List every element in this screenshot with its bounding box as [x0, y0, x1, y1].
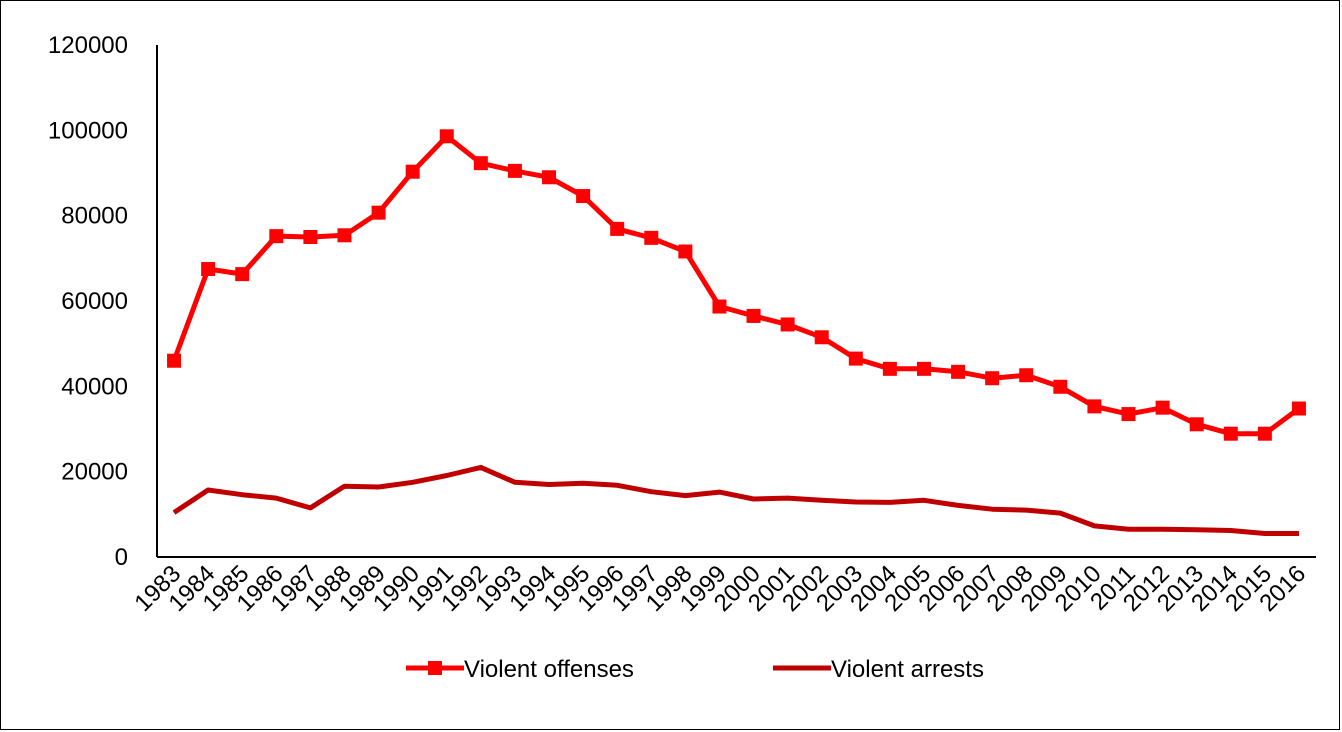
- series-marker: [1189, 417, 1204, 432]
- series-marker: [1291, 401, 1306, 416]
- series-marker: [746, 308, 761, 323]
- y-tick-label: 120000: [48, 32, 128, 59]
- series-line-1: [171, 133, 1301, 437]
- series-marker: [1257, 426, 1272, 441]
- series-marker: [576, 189, 591, 204]
- legend-label: Violent arrests: [831, 656, 984, 683]
- series-marker: [814, 330, 829, 345]
- series-marker: [1019, 368, 1034, 383]
- series-marker: [712, 299, 727, 314]
- y-tick-label: 80000: [61, 203, 128, 230]
- series-marker: [848, 351, 863, 366]
- x-axis: 1983198419851986198719881989199019911992…: [129, 556, 1316, 617]
- series-marker: [235, 267, 250, 282]
- y-tick-label: 100000: [48, 117, 128, 144]
- y-tick-label: 40000: [61, 373, 128, 400]
- series-marker: [985, 371, 1000, 386]
- series-marker: [542, 170, 557, 185]
- series-marker: [610, 221, 625, 236]
- y-tick-label: 60000: [61, 288, 128, 315]
- series-marker: [644, 230, 659, 245]
- series-marker: [1087, 399, 1102, 414]
- y-axis: 0 20000 40000 60000 80000 100000 120000: [48, 32, 158, 571]
- series-marker: [201, 262, 216, 276]
- series-marker: [678, 244, 693, 259]
- series-marker: [882, 361, 897, 376]
- series-marker: [167, 353, 182, 368]
- series-marker: [303, 230, 318, 244]
- series-area: [167, 129, 1306, 536]
- series-marker: [1155, 400, 1170, 415]
- series-marker: [507, 163, 522, 178]
- series-marker: [1053, 379, 1068, 394]
- legend: Violent offenses Violent arrests: [406, 656, 984, 683]
- series-marker: [405, 164, 420, 179]
- series-marker: [780, 317, 795, 332]
- series-marker: [473, 156, 488, 171]
- legend-label: Violent offenses: [464, 656, 634, 683]
- series-marker: [916, 361, 931, 376]
- series-marker: [269, 229, 284, 244]
- legend-swatch-marker: [428, 661, 442, 675]
- series-marker: [1223, 426, 1238, 441]
- series-marker: [1121, 407, 1136, 422]
- series-marker: [951, 364, 966, 379]
- y-tick-label: 20000: [61, 459, 128, 486]
- series-marker: [371, 205, 386, 220]
- series-line-2: [172, 464, 1299, 536]
- series-marker: [439, 129, 454, 144]
- y-tick-label: 0: [115, 544, 128, 571]
- series-marker: [337, 228, 352, 243]
